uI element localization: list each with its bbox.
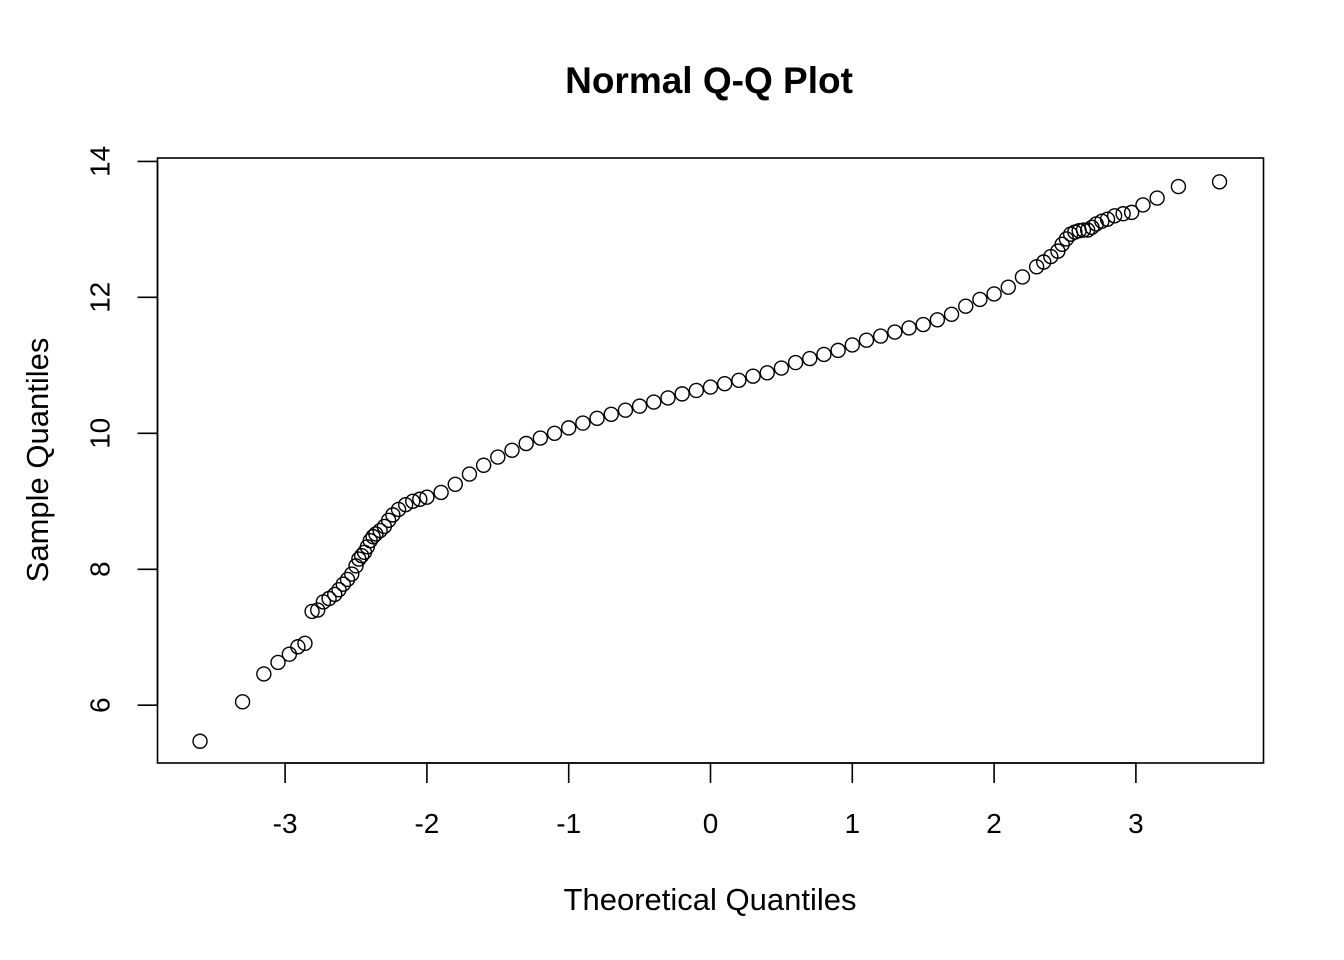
- y-tick-label: 12: [85, 282, 116, 313]
- data-point: [887, 324, 903, 340]
- data-point: [327, 586, 343, 603]
- x-axis-title: Theoretical Quantiles: [564, 882, 857, 917]
- data-point: [972, 291, 988, 308]
- data-point: [405, 493, 421, 509]
- data-point: [1115, 206, 1131, 222]
- data-point: [773, 360, 790, 376]
- data-point: [958, 298, 974, 314]
- data-point: [816, 346, 832, 363]
- data-point: [830, 342, 846, 359]
- x-tick-label: -3: [273, 808, 298, 839]
- data-point: [1211, 174, 1228, 190]
- data-point: [631, 398, 648, 414]
- data-point: [1014, 269, 1031, 285]
- data-point: [339, 571, 356, 588]
- x-tick-label: 1: [845, 808, 861, 839]
- data-point: [297, 635, 313, 652]
- data-point: [858, 332, 875, 348]
- data-point: [943, 306, 960, 323]
- chart-title: Normal Q-Q Plot: [565, 60, 853, 101]
- data-point: [304, 603, 320, 620]
- data-point: [192, 733, 208, 749]
- y-axis: 6 8 10 12 14: [85, 146, 159, 713]
- data-point: [716, 375, 733, 392]
- data-point: [1075, 222, 1092, 238]
- data-point: [1000, 279, 1016, 295]
- data-point: [372, 522, 388, 539]
- data-points: [192, 174, 1228, 749]
- data-point: [575, 415, 591, 431]
- data-point: [532, 430, 549, 446]
- data-point: [844, 337, 860, 353]
- data-point: [603, 406, 619, 422]
- data-point: [688, 382, 705, 399]
- x-axis: -3 -2 -1 0 1 2 3: [273, 762, 1144, 839]
- y-tick-label: 6: [85, 697, 116, 713]
- data-point: [433, 484, 449, 501]
- data-point: [490, 449, 506, 465]
- data-point: [1123, 204, 1140, 221]
- data-point: [331, 581, 347, 598]
- data-point: [787, 354, 804, 371]
- data-point: [872, 328, 889, 344]
- data-point: [745, 368, 761, 384]
- data-point: [475, 457, 492, 473]
- data-point: [617, 402, 634, 418]
- y-axis-title: Sample Quantiles: [20, 338, 55, 583]
- data-point: [1079, 222, 1096, 238]
- data-point: [1149, 190, 1165, 206]
- data-point: [335, 576, 351, 592]
- data-point: [256, 666, 272, 682]
- data-point: [1135, 197, 1151, 213]
- y-tick-label: 10: [85, 418, 116, 449]
- data-point: [986, 286, 1002, 302]
- data-point: [270, 654, 286, 671]
- data-point: [561, 420, 577, 436]
- data-point: [802, 350, 818, 367]
- data-point: [702, 379, 719, 395]
- x-tick-label: -1: [556, 808, 581, 839]
- data-point: [589, 410, 605, 427]
- data-point: [1099, 211, 1116, 227]
- data-point: [546, 425, 563, 442]
- data-point: [504, 442, 520, 459]
- data-point: [234, 694, 251, 710]
- data-point: [646, 394, 662, 410]
- data-point: [1054, 236, 1070, 253]
- data-point: [461, 466, 478, 482]
- x-tick-label: 3: [1128, 808, 1144, 839]
- x-tick-label: -2: [414, 808, 439, 839]
- data-point: [281, 646, 298, 662]
- data-point: [353, 547, 370, 564]
- data-point: [447, 476, 463, 492]
- y-tick-label: 14: [85, 146, 116, 177]
- data-point: [344, 566, 360, 582]
- data-point: [419, 489, 435, 505]
- data-point: [1084, 219, 1100, 236]
- data-point: [674, 386, 690, 402]
- x-tick-label: 0: [703, 808, 719, 839]
- data-point: [759, 365, 775, 381]
- data-point: [901, 320, 917, 336]
- data-point: [929, 312, 946, 328]
- data-point: [1106, 208, 1123, 224]
- data-point: [385, 507, 401, 523]
- data-point: [915, 316, 931, 333]
- data-point: [380, 512, 397, 529]
- y-tick-label: 8: [85, 561, 116, 577]
- data-point: [660, 390, 676, 406]
- data-point: [310, 602, 326, 618]
- data-point: [290, 639, 306, 655]
- data-point: [731, 372, 747, 388]
- plot-frame: [156, 157, 1265, 764]
- data-point: [518, 435, 534, 452]
- x-tick-label: 2: [986, 808, 1002, 839]
- data-point: [412, 491, 428, 507]
- data-point: [1170, 178, 1187, 195]
- data-point: [397, 496, 414, 513]
